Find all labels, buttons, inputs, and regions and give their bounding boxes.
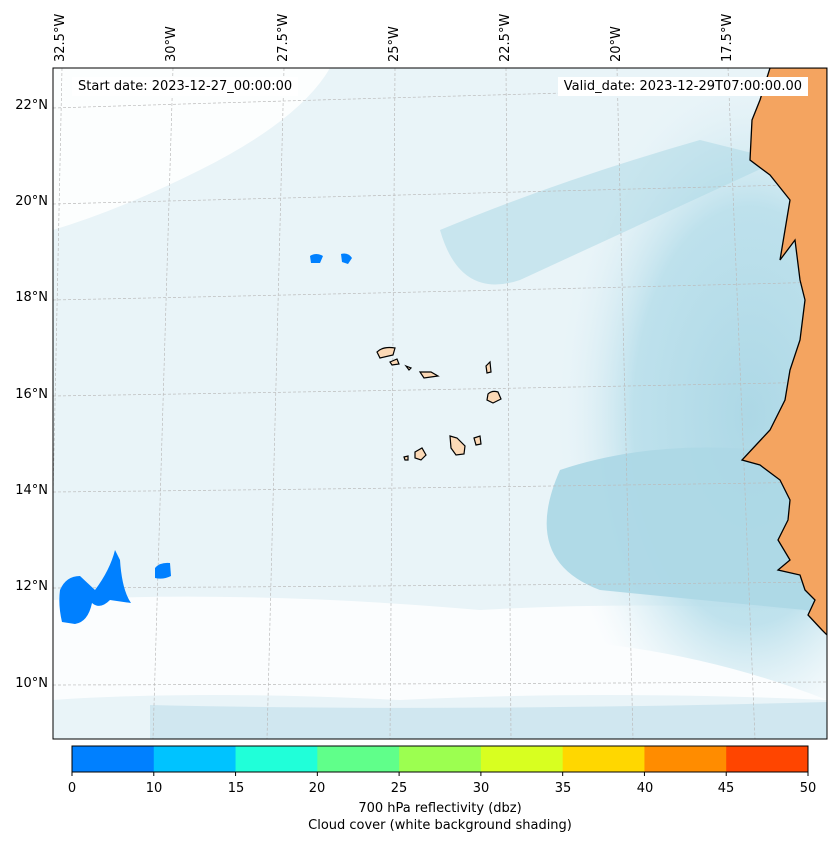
colorbar-segment xyxy=(72,746,155,772)
colorbar-segment xyxy=(480,746,564,772)
lat-label: 12°N xyxy=(15,579,48,594)
colorbar-segment xyxy=(726,746,809,772)
colorbar-tick-label: 40 xyxy=(636,781,654,796)
colorbar-title: 700 hPa reflectivity (dbz) xyxy=(358,801,522,816)
lon-label: 17.5°W xyxy=(720,13,735,62)
colorbar-tick-label: 25 xyxy=(390,781,408,796)
colorbar-segment xyxy=(562,746,645,772)
cloud-streak xyxy=(150,702,827,739)
cape-verde-islands xyxy=(376,346,502,461)
reflectivity-cell xyxy=(59,550,132,624)
colorbar-segment xyxy=(399,746,482,772)
african-continent xyxy=(740,68,827,636)
colorbar-tick-label: 30 xyxy=(472,781,490,796)
colorbar-tick-label: 45 xyxy=(717,781,735,796)
reflectivity-cell xyxy=(155,562,171,579)
lat-label: 22°N xyxy=(15,98,48,113)
colorbar-frame xyxy=(71,745,809,773)
lat-label: 14°N xyxy=(15,483,48,498)
colorbar-tick-label: 15 xyxy=(227,781,245,796)
colorbar-segment xyxy=(153,746,237,772)
reflectivity-cell xyxy=(341,253,352,264)
start-date-label: Start date: 2023-12-27_00:00:00 xyxy=(72,77,299,96)
colorbar-tick-label: 20 xyxy=(308,781,326,796)
map-frame xyxy=(52,67,828,740)
lat-label: 18°N xyxy=(15,290,48,305)
clear-sky-region xyxy=(53,68,330,230)
lon-label: 25°W xyxy=(387,26,402,62)
colorbar-tick-label: 35 xyxy=(554,781,572,796)
lon-label: 20°W xyxy=(609,26,624,62)
colorbar xyxy=(72,746,809,772)
colorbar-segment xyxy=(317,746,400,772)
lon-label: 32.5°W xyxy=(53,13,68,62)
graticule xyxy=(53,68,827,739)
colorbar-ticks xyxy=(71,772,809,776)
colorbar-tick-label: 50 xyxy=(799,781,817,796)
colorbar-segment xyxy=(235,746,318,772)
dense-cloud-band xyxy=(440,140,780,285)
colorbar-segment xyxy=(644,746,727,772)
dense-cloud-band xyxy=(546,447,827,612)
valid-date-label: Valid_date: 2023-12-29T07:00:00.00 xyxy=(557,77,808,96)
lat-label: 20°N xyxy=(15,194,48,209)
colorbar-tick-label: 0 xyxy=(67,781,77,796)
colorbar-subtitle: Cloud cover (white background shading) xyxy=(308,818,572,833)
colorbar-tick-label: 10 xyxy=(145,781,163,796)
reflectivity-cell xyxy=(310,254,323,263)
lat-label: 10°N xyxy=(15,676,48,691)
lon-label: 27.5°W xyxy=(276,13,291,62)
lat-label: 16°N xyxy=(15,387,48,402)
lon-label: 30°W xyxy=(164,26,179,62)
lon-label: 22.5°W xyxy=(498,13,513,62)
